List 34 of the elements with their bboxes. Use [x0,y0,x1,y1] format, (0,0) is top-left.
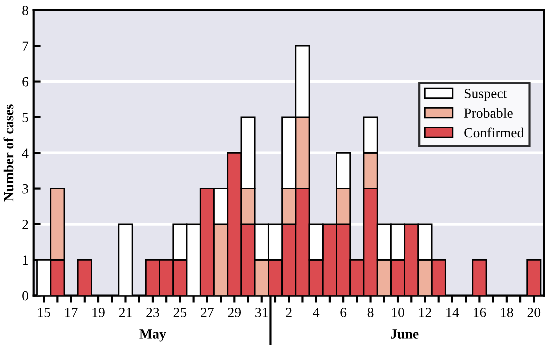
y-tick-label: 3 [22,184,28,194]
x-tick-label: 18 [501,308,514,318]
x-tick-label: 29 [228,308,242,318]
x-tick-label: 20 [528,308,541,318]
x-tick-label: 8 [368,308,374,318]
x-tick-label: 16 [474,308,486,318]
text: June [391,330,419,339]
y-tick-label: 1 [23,256,28,265]
x-tick-label: 2 [286,308,292,318]
x-tick-label: 23 [146,308,160,318]
x-tick-label: 27 [201,308,214,318]
legend-label: Confirmed [464,128,524,138]
y-tick-label: 4 [22,148,29,158]
x-tick-label: 17 [66,308,78,318]
x-tick-label: 25 [174,308,187,318]
x-tick-label: 10 [392,308,404,318]
y-tick-label: 0 [22,291,28,301]
y-tick-label: 5 [22,113,28,122]
x-tick-label: 6 [340,308,347,318]
x-tick-label: 19 [92,308,105,318]
x-tick-label: 15 [38,308,50,318]
y-tick-label: 2 [22,220,28,230]
y-tick-label: 7 [22,42,29,51]
legend-label: Suspect [464,89,508,102]
x-tick-label: 31 [256,308,268,318]
legend-label: Probable [464,108,513,118]
text: May [140,330,166,342]
y-axis-title: Number of cases [4,104,14,202]
x-tick-label: 14 [446,308,460,318]
x-tick-label: 21 [119,308,132,318]
x-tick-label: 12 [420,308,432,318]
y-tick-label: 8 [22,6,28,16]
x-tick-label: 4 [313,308,320,318]
y-tick-label: 6 [22,77,29,87]
